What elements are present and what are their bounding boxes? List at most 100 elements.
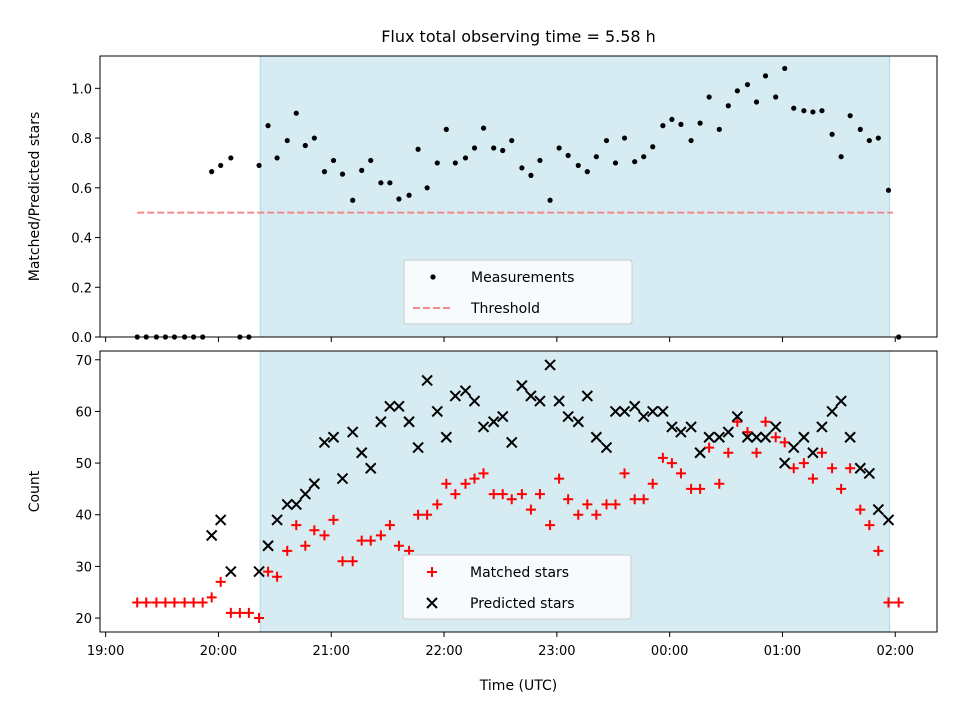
measurement-point: [791, 105, 797, 111]
predicted-star-point: [722, 426, 735, 438]
predicted-star-point: [798, 431, 810, 443]
matched-star-point: [666, 458, 677, 469]
bottom-panel: 20 30 40 50 60 70 19:00 20:00 21:00 22:00 23:00 00:…: [27, 350, 938, 694]
matched-star-point: [132, 597, 143, 608]
matched-star-point: [591, 509, 602, 520]
measurement-point: [284, 137, 290, 144]
predicted-star-point: [666, 421, 678, 433]
measurement-point: [612, 160, 619, 166]
legend-frame: [403, 259, 633, 325]
x-tick-label: 19:00: [87, 644, 124, 659]
x-tick-label: 00:00: [651, 644, 688, 659]
predicted-star-point: [788, 441, 800, 454]
matched-star-point: [254, 613, 265, 624]
matched-star-point: [404, 545, 415, 556]
measurement-point: [556, 145, 562, 151]
matched-star-point: [563, 494, 574, 505]
measurement-point: [866, 137, 872, 144]
y-tick-label: 0.4: [71, 232, 92, 247]
matched-star-point: [751, 447, 762, 458]
predicted-star-point: [647, 405, 659, 418]
measurement-point: [491, 145, 497, 151]
legend: Matched stars Predicted stars: [402, 554, 632, 620]
predicted-star-point: [685, 421, 697, 433]
predicted-star-point: [759, 431, 772, 443]
predicted-star-point: [375, 416, 387, 428]
measurement-point: [274, 155, 280, 161]
predicted-star-point: [816, 421, 828, 433]
predicted-star-point: [477, 421, 490, 433]
predicted-star-point: [205, 529, 218, 542]
matched-star-point: [460, 478, 471, 489]
predicted-star-point: [844, 431, 856, 443]
matched-star-point: [742, 427, 753, 438]
measurement-point: [584, 169, 590, 175]
predicted-star-point: [308, 478, 321, 490]
predicted-star-point: [281, 498, 293, 511]
predicted-star-point: [590, 431, 603, 443]
predicted-star-point: [336, 472, 349, 485]
measurement-point: [406, 192, 412, 198]
predicted-star-point: [487, 416, 500, 428]
measurement-point: [378, 180, 384, 186]
matched-star-point: [573, 509, 584, 520]
matched-star-point: [647, 478, 658, 489]
measurement-point: [368, 157, 374, 164]
matched-star-point: [723, 447, 734, 458]
measurement-point: [706, 94, 712, 100]
measurement-point: [847, 113, 853, 119]
measurement-point: [471, 145, 478, 151]
matched-star-point: [629, 494, 640, 505]
measurement-point: [829, 131, 835, 137]
x-tick-label: 21:00: [313, 644, 350, 659]
matched-star-point: [497, 489, 508, 500]
predicted-star-point: [431, 405, 443, 418]
predicted-star-point: [262, 540, 274, 552]
matched-star-point: [151, 597, 162, 608]
predicted-star-point: [290, 498, 302, 511]
predicted-star-point: [675, 426, 687, 438]
measurement-point: [509, 137, 515, 144]
legend-label: Matched stars: [470, 565, 569, 581]
y-tick-label: 20: [75, 612, 92, 627]
matched-star-point: [160, 597, 171, 608]
matched-star-point: [883, 597, 894, 608]
predicted-star-point: [544, 359, 556, 371]
legend-label: Threshold: [470, 301, 540, 317]
predicted-star-point: [384, 400, 396, 412]
matched-star-point: [282, 545, 293, 556]
matched-star-point: [375, 530, 386, 541]
predicted-star-point: [713, 431, 725, 443]
measurement-point: [293, 110, 299, 116]
measurement-point: [256, 162, 262, 169]
measurement-point: [697, 120, 703, 126]
legend: Measurements Threshold: [403, 259, 633, 325]
predicted-star-point: [468, 395, 481, 407]
predicted-star-point: [440, 431, 453, 443]
matched-star-point: [469, 473, 480, 484]
legend-label: Predicted stars: [470, 596, 575, 612]
matched-star-point: [788, 463, 799, 474]
measurement-point: [782, 65, 788, 72]
matched-star-point: [291, 520, 302, 531]
y-axis-label: Count: [27, 470, 43, 512]
predicted-star-point: [449, 390, 462, 402]
matched-star-point: [827, 463, 838, 474]
matched-star-point: [534, 489, 545, 500]
measurement-point: [819, 108, 825, 114]
matched-star-point: [770, 432, 781, 443]
x-tick-label: 20:00: [200, 644, 237, 659]
measurement-point: [443, 126, 449, 132]
predicted-star-point: [618, 405, 631, 418]
matched-star-point: [356, 535, 367, 546]
legend-measurement-swatch: [430, 274, 436, 280]
predicted-star-point: [421, 374, 433, 387]
predicted-star-point: [225, 565, 237, 578]
matched-star-point: [478, 468, 489, 479]
measurement-point: [415, 146, 421, 152]
predicted-star-point: [562, 410, 574, 423]
predicted-star-point: [299, 488, 312, 500]
matched-star-point: [732, 416, 743, 427]
legend-label: Measurements: [471, 270, 574, 286]
measurement-point: [500, 147, 506, 154]
